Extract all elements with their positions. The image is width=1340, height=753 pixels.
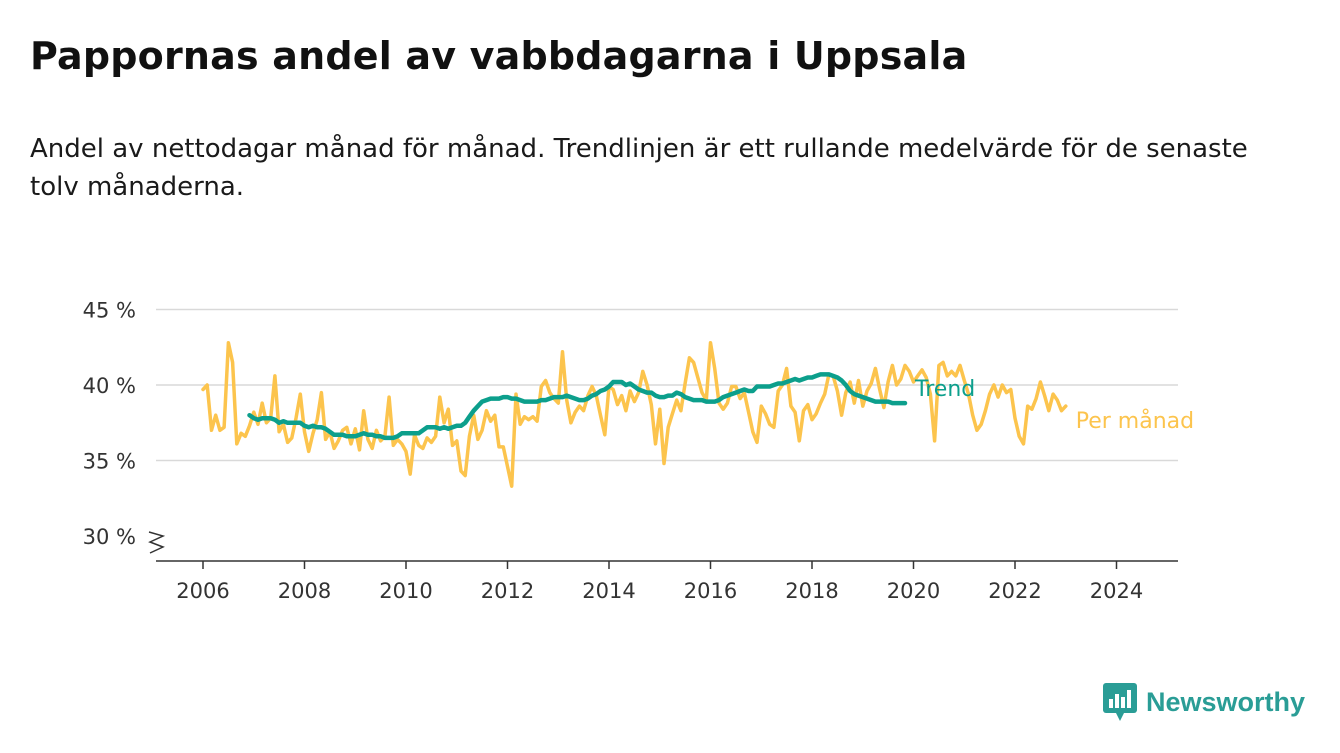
legend-label-monthly: Per månad bbox=[1076, 408, 1194, 434]
gridlines bbox=[156, 308, 1178, 462]
y-axis-tick-labels: 30 % 35 % 40 % 45 % bbox=[83, 299, 136, 550]
x-tick-label: 2024 bbox=[1090, 579, 1143, 603]
monthly-line bbox=[201, 340, 1068, 488]
x-tick-label: 2012 bbox=[481, 579, 534, 603]
y-tick-label: 35 % bbox=[83, 450, 136, 474]
y-tick-label: 40 % bbox=[83, 374, 136, 398]
trend-line bbox=[247, 372, 908, 441]
brand-name: Newsworthy bbox=[1146, 686, 1306, 717]
x-axis-tick-labels: 2006 2008 2010 2012 2014 2016 2018 2020 2022 2024 bbox=[176, 579, 1143, 603]
x-tick-label: 2018 bbox=[785, 579, 838, 603]
newsworthy-logo: Newsworthy bbox=[1102, 682, 1305, 722]
y-tick-label: 30 % bbox=[83, 525, 136, 549]
x-tick-label: 2020 bbox=[887, 579, 940, 603]
legend-label-trend: Trend bbox=[914, 377, 975, 402]
x-tick-label: 2014 bbox=[582, 579, 635, 603]
x-tick-label: 2022 bbox=[988, 579, 1041, 603]
x-tick-label: 2008 bbox=[278, 579, 331, 603]
y-axis-break-mark bbox=[148, 531, 166, 554]
chart-title: Pappornas andel av vabbdagarna i Uppsala bbox=[30, 34, 968, 78]
chart-subtitle: Andel av nettodagar månad för månad. Tre… bbox=[30, 134, 1248, 202]
x-axis bbox=[156, 560, 1178, 569]
x-tick-label: 2010 bbox=[379, 579, 432, 603]
bar-chart-bubble-icon bbox=[1103, 683, 1137, 721]
y-tick-label: 45 % bbox=[83, 299, 136, 323]
series-layer bbox=[201, 340, 1068, 488]
x-tick-label: 2016 bbox=[684, 579, 737, 603]
x-tick-label: 2006 bbox=[176, 579, 229, 603]
legend-layer: Trend Per månad bbox=[914, 377, 1194, 434]
